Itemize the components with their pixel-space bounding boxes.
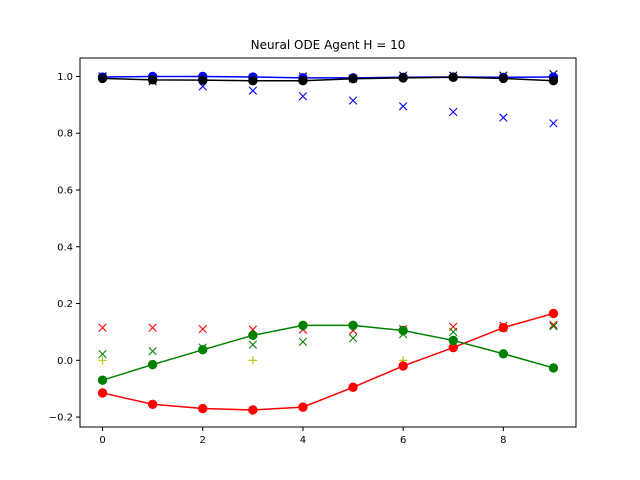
data-point — [298, 92, 308, 101]
data-point — [248, 340, 258, 349]
data-point — [398, 102, 408, 111]
data-point — [248, 86, 258, 95]
y-tick-label: 0.6 — [57, 185, 73, 196]
series-4 — [98, 356, 408, 365]
data-point — [348, 382, 358, 392]
data-point — [198, 324, 207, 334]
data-point — [147, 359, 158, 370]
x-tick-label: 6 — [400, 435, 406, 446]
data-point — [248, 356, 258, 365]
plot-area — [97, 69, 559, 415]
data-point — [398, 73, 408, 83]
chart-title: Neural ODE Agent H = 10 — [251, 38, 406, 52]
data-point — [248, 76, 258, 86]
data-point — [449, 107, 458, 117]
data-point — [148, 347, 157, 356]
series-8 — [97, 72, 559, 86]
data-point — [147, 75, 158, 85]
data-point — [448, 335, 458, 346]
data-point — [97, 375, 108, 385]
data-point — [248, 330, 258, 341]
data-point — [248, 405, 258, 415]
data-point — [97, 73, 108, 84]
data-point — [348, 74, 358, 84]
data-point — [498, 322, 509, 333]
series-line — [102, 76, 554, 82]
y-tick-label: 0.8 — [57, 129, 73, 140]
data-point — [198, 75, 208, 85]
data-point — [298, 76, 308, 86]
data-point — [298, 402, 308, 412]
data-point — [448, 72, 458, 83]
series-line — [102, 324, 554, 381]
x-axis: 0 2 4 6 8 — [99, 427, 507, 446]
data-point — [499, 113, 508, 122]
series-7 — [97, 320, 559, 385]
y-tick-label: 0.0 — [57, 356, 73, 367]
data-point — [398, 361, 408, 371]
series-0 — [98, 72, 558, 128]
data-point — [398, 325, 408, 336]
data-point — [548, 76, 559, 86]
y-axis: −0.2 0.0 0.2 0.4 0.6 0.8 1.0 — [49, 72, 80, 424]
data-point — [549, 322, 558, 331]
data-point — [498, 73, 509, 84]
data-point — [549, 320, 558, 330]
data-point — [298, 320, 308, 331]
data-point — [348, 96, 358, 105]
plot-frame — [79, 57, 577, 428]
y-tick-label: −0.2 — [49, 413, 73, 424]
x-tick-label: 0 — [99, 435, 105, 446]
data-point — [449, 327, 458, 337]
data-point — [548, 308, 559, 319]
x-tick-label: 4 — [300, 435, 306, 446]
series-line — [102, 312, 554, 411]
series-2 — [98, 322, 558, 359]
data-point — [198, 345, 208, 355]
data-point — [348, 320, 358, 331]
x-tick-label: 8 — [500, 435, 506, 446]
y-tick-label: 0.2 — [57, 299, 73, 310]
data-point — [148, 323, 157, 332]
data-point — [147, 399, 158, 409]
y-tick-label: 1.0 — [57, 72, 73, 83]
y-tick-label: 0.4 — [57, 242, 73, 253]
data-point — [97, 388, 108, 398]
data-point — [198, 403, 208, 414]
data-point — [98, 349, 107, 359]
data-point — [548, 363, 559, 373]
data-point — [98, 356, 107, 365]
data-point — [348, 333, 358, 343]
data-point — [498, 349, 509, 359]
data-point — [98, 323, 107, 332]
series-6 — [97, 308, 559, 415]
data-point — [549, 119, 558, 128]
x-tick-label: 2 — [200, 435, 206, 446]
series-1 — [98, 320, 558, 335]
data-point — [298, 337, 308, 347]
